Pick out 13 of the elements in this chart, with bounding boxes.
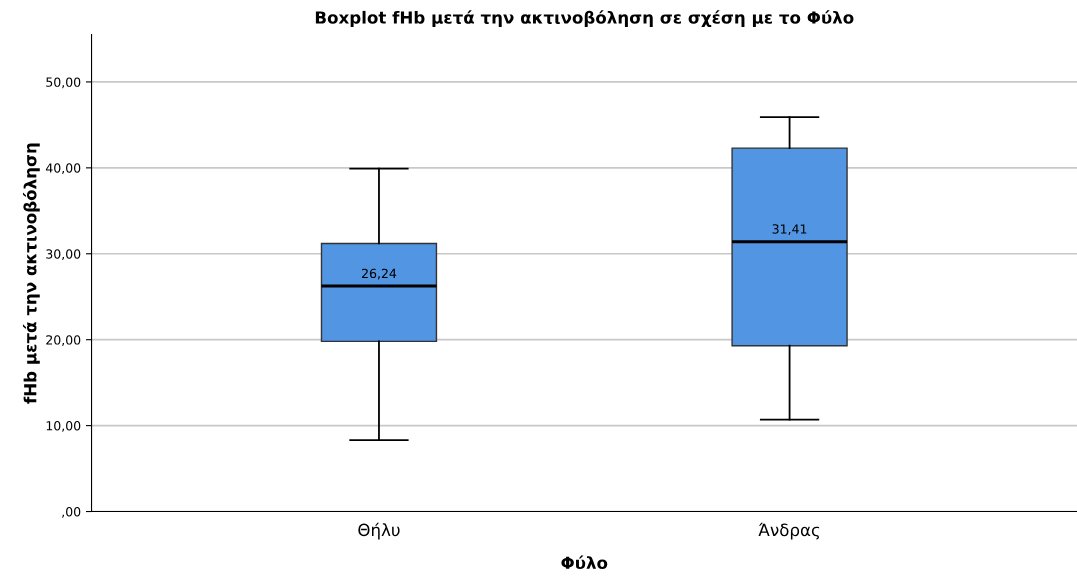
y-tick-label: 40,00 bbox=[45, 163, 81, 175]
y-tick-label: 30,00 bbox=[46, 249, 81, 260]
x-axis-title: Φύλο bbox=[561, 555, 608, 570]
x-tick-label: Άνδρας bbox=[758, 522, 820, 540]
y-axis-title: fHb μετά την ακτινοβόληση bbox=[22, 143, 40, 404]
y-tick-label: 20,00 bbox=[46, 335, 81, 346]
y-tick-label: 50,00 bbox=[46, 77, 81, 89]
y-tick-label: ,00 bbox=[62, 507, 81, 518]
annotation: 31,41 bbox=[772, 224, 807, 235]
y-tick-label: 10,00 bbox=[46, 421, 81, 432]
x-tick-label: Θήλυ bbox=[358, 522, 400, 540]
chart-title: Boxplot fHb μετά την ακτινοβόληση σε σχέση με το Φύλο bbox=[315, 10, 854, 28]
annotation: 26,24 bbox=[361, 268, 397, 280]
